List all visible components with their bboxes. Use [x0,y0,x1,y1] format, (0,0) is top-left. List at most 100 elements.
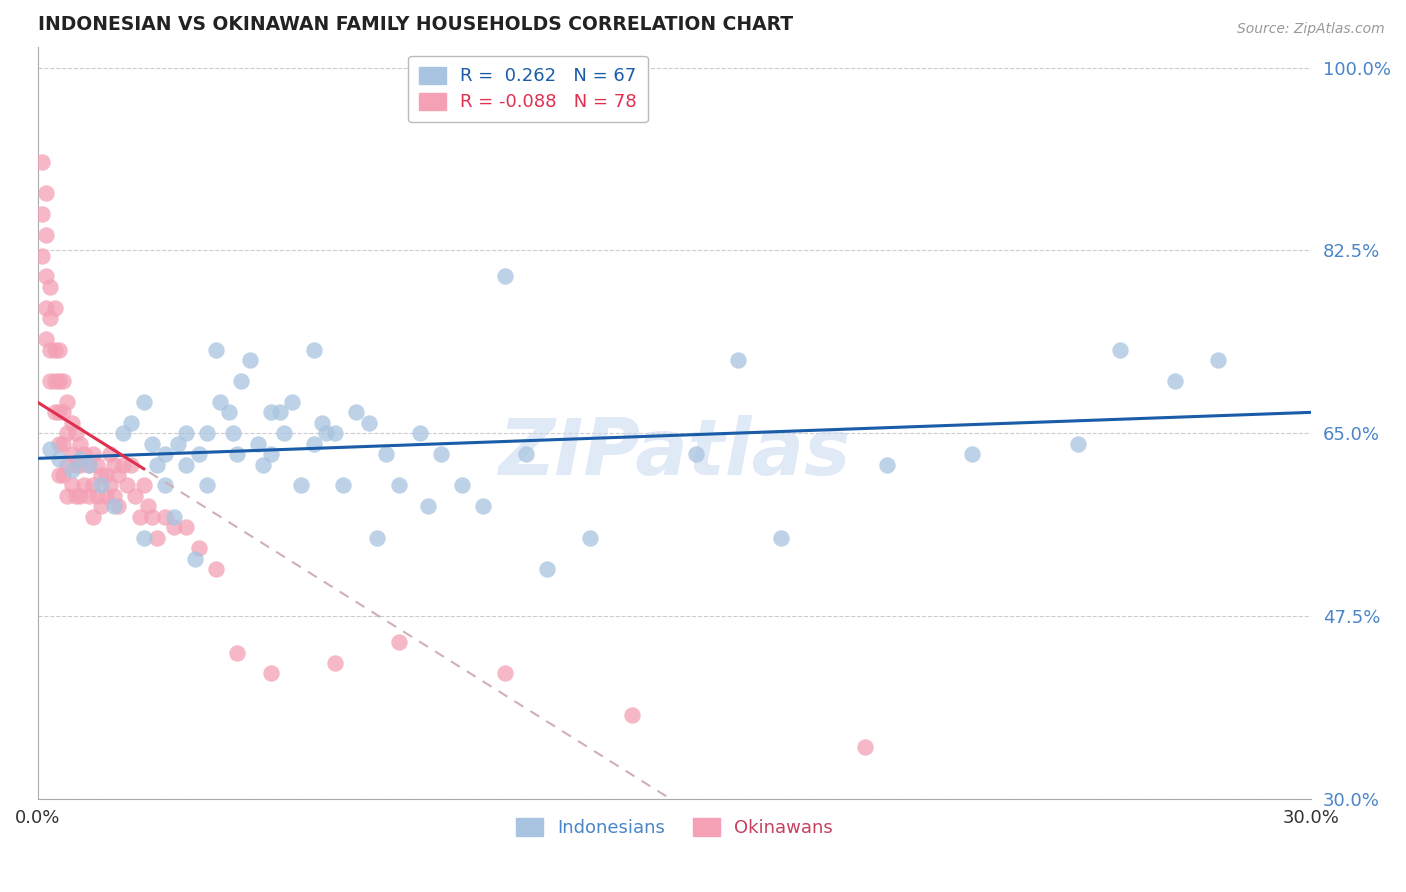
Point [247,436,270,450]
Point [128,509,150,524]
Point [39,280,62,294]
Point [153,447,176,461]
Point [77,458,100,472]
Point [103,489,125,503]
Point [727,353,749,368]
Point [48,374,70,388]
Point [366,531,388,545]
Point [205,343,228,357]
Point [48,452,70,467]
Point [269,405,291,419]
Point [226,447,249,461]
Point [52,374,75,388]
Point [120,416,142,430]
Point [197,478,219,492]
Point [124,489,146,503]
Point [451,478,474,492]
Point [252,458,274,472]
Point [73,478,96,492]
Point [184,551,207,566]
Point [31,207,53,221]
Point [107,500,129,514]
Point [166,436,188,450]
Point [226,646,249,660]
Point [311,416,333,430]
Point [153,509,176,524]
Point [409,426,432,441]
Point [620,708,643,723]
Point [94,467,117,482]
Text: ZIPatlas: ZIPatlas [498,415,851,491]
Point [35,186,58,200]
Point [387,635,409,649]
Point [132,478,155,492]
Point [302,436,325,450]
Point [86,489,108,503]
Point [35,269,58,284]
Point [73,447,96,461]
Point [222,426,245,441]
Point [60,463,83,477]
Point [174,426,197,441]
Point [120,458,142,472]
Point [103,458,125,472]
Point [35,301,58,315]
Point [98,478,121,492]
Point [136,500,159,514]
Point [82,509,104,524]
Point [174,520,197,534]
Point [90,500,112,514]
Point [855,739,877,754]
Point [260,447,283,461]
Point [218,405,240,419]
Point [56,458,79,472]
Point [56,426,79,441]
Point [82,478,104,492]
Point [1109,343,1132,357]
Point [35,227,58,242]
Point [494,269,516,284]
Point [48,436,70,450]
Point [188,447,211,461]
Point [290,478,312,492]
Point [56,489,79,503]
Point [494,666,516,681]
Point [141,509,163,524]
Point [239,353,262,368]
Point [536,562,558,576]
Point [65,426,87,441]
Point [145,531,167,545]
Point [39,343,62,357]
Point [31,154,53,169]
Point [31,249,53,263]
Point [876,458,898,472]
Point [174,458,197,472]
Point [77,489,100,503]
Point [44,374,66,388]
Point [35,332,58,346]
Point [145,458,167,472]
Point [515,447,537,461]
Point [260,666,283,681]
Legend: Indonesians, Okinawans: Indonesians, Okinawans [508,809,842,847]
Point [430,447,453,461]
Point [111,458,134,472]
Point [39,374,62,388]
Point [205,562,228,576]
Point [1206,353,1229,368]
Point [281,395,304,409]
Point [69,436,91,450]
Point [209,395,232,409]
Point [60,416,83,430]
Point [44,301,66,315]
Point [1067,436,1090,450]
Point [332,478,354,492]
Point [323,426,346,441]
Text: Source: ZipAtlas.com: Source: ZipAtlas.com [1237,22,1385,37]
Point [1164,374,1187,388]
Point [162,520,184,534]
Point [86,458,108,472]
Text: INDONESIAN VS OKINAWAN FAMILY HOUSEHOLDS CORRELATION CHART: INDONESIAN VS OKINAWAN FAMILY HOUSEHOLDS… [38,15,793,34]
Point [132,395,155,409]
Point [39,442,62,456]
